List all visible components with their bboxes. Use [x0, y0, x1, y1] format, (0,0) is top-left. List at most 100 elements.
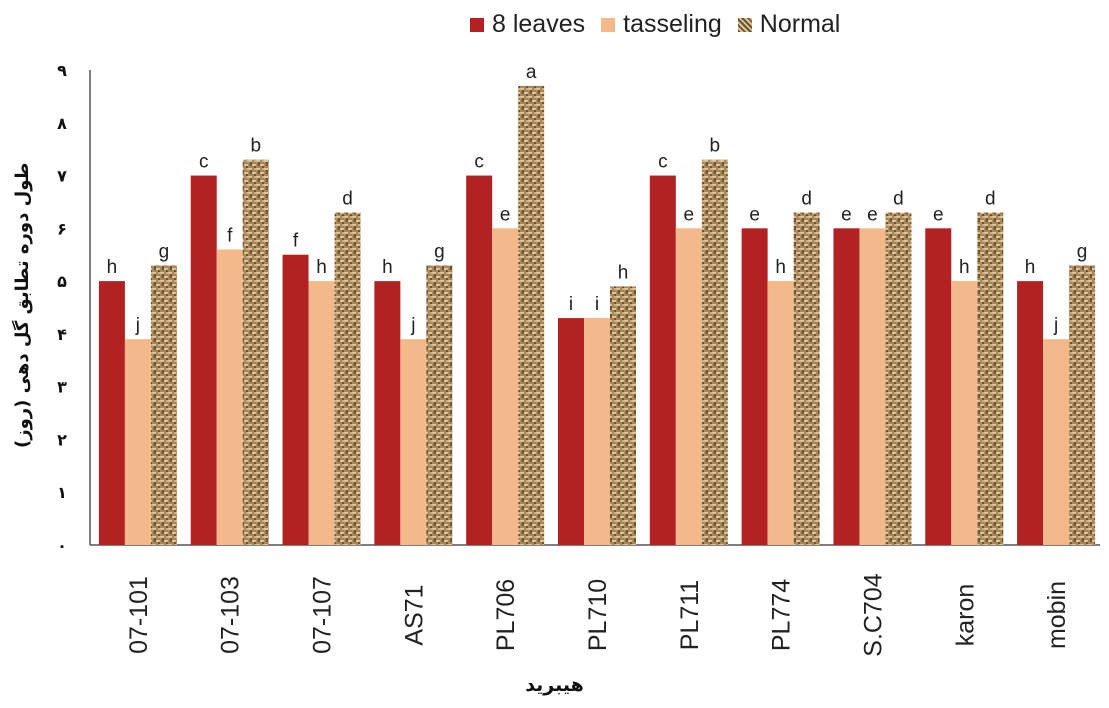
x-tick-label: 07-103: [217, 576, 245, 654]
bar-normal: [793, 212, 820, 545]
bar-data-label: f: [227, 225, 233, 246]
bar-8-leaves: [649, 175, 676, 546]
bar-8-leaves: [925, 228, 952, 546]
x-tick-label: karon: [951, 584, 979, 647]
bar-data-label: d: [985, 189, 996, 210]
bar-8-leaves: [1017, 281, 1044, 545]
bar-8-leaves: [190, 175, 217, 546]
y-tick-label: ۵: [57, 272, 67, 291]
bar-normal: [518, 85, 545, 545]
x-tick-label: PL774: [768, 579, 796, 651]
legend-swatch: [737, 17, 752, 32]
bar-data-label: e: [684, 204, 695, 225]
bar-normal: [150, 265, 177, 545]
bar-data-label: f: [293, 231, 299, 252]
bar-data-label: i: [569, 294, 573, 315]
legend-label: tasseling: [623, 10, 722, 38]
bar-normal: [701, 159, 728, 545]
y-axis-label: طول دوره تطابق گل دهی (روز): [12, 162, 33, 448]
bar-data-label: c: [474, 152, 484, 173]
y-tick-label: ۷: [57, 167, 67, 186]
bar-data-label: d: [342, 189, 353, 210]
bar-data-label: i: [595, 294, 599, 315]
bar-normal: [610, 286, 636, 545]
y-tick-label: ۳: [57, 378, 67, 397]
y-tick-label: ۰: [57, 536, 67, 555]
bar-8-leaves: [282, 254, 309, 545]
bar-data-label: h: [316, 257, 327, 278]
bar-data-label: d: [893, 189, 904, 210]
legend-swatch: [601, 17, 616, 32]
bar-data-label: h: [382, 257, 393, 278]
y-tick-label: ۶: [57, 219, 67, 238]
bar-data-label: h: [618, 262, 629, 283]
bar-data-label: e: [749, 204, 760, 225]
bar-normal: [426, 265, 453, 545]
bar-data-label: g: [159, 241, 170, 262]
legend-item: tasseling: [601, 10, 722, 39]
bar-data-label: b: [710, 136, 721, 157]
bar-normal: [885, 212, 912, 545]
bar-8-leaves: [833, 228, 860, 546]
bar-data-label: h: [107, 257, 118, 278]
bar-normal: [977, 212, 1004, 545]
y-tick-label: ۲: [57, 430, 67, 449]
bar-data-label: h: [959, 257, 970, 278]
bar-tasseling: [124, 339, 151, 545]
x-tick-label: PL706: [492, 579, 520, 651]
x-axis-label: هیبرید: [525, 674, 584, 696]
bar-data-label: e: [867, 204, 878, 225]
bar-data-label: d: [801, 189, 812, 210]
bar-tasseling: [216, 249, 243, 545]
x-tick-label: PL711: [676, 580, 704, 650]
legend: 8 leaves tasseling Normal: [470, 10, 856, 39]
x-tick-label: 07-107: [309, 576, 337, 654]
bar-data-label: g: [434, 241, 445, 262]
legend-label: Normal: [759, 10, 841, 38]
bar-data-label: e: [500, 204, 511, 225]
bar-8-leaves: [374, 281, 401, 545]
bar-data-label: b: [250, 136, 261, 157]
x-tick-label: S.C704: [859, 573, 887, 656]
legend-item: Normal: [737, 10, 841, 39]
bar-tasseling: [951, 281, 978, 545]
legend-item: 8 leaves: [470, 10, 585, 39]
bar-tasseling: [859, 228, 886, 546]
ticks: ۰ ۱ ۲ ۳ ۴ ۵ ۶ ۷ ۸ ۹ 07-101 07-103 07-107 AS71 PL706 PL7…: [57, 61, 1071, 657]
legend-label: 8 leaves: [492, 10, 586, 38]
bar-tasseling: [400, 339, 427, 545]
bar-8-leaves: [558, 318, 584, 545]
x-tick-label: AS71: [400, 584, 428, 645]
bar-normal: [334, 212, 361, 545]
bar-tasseling: [492, 228, 519, 546]
bar-normal: [242, 159, 269, 545]
legend-swatch: [470, 17, 484, 32]
bar-data-label: j: [1053, 315, 1058, 336]
bar-tasseling: [308, 281, 335, 545]
bar-data-label: h: [1025, 257, 1036, 278]
x-tick-label: mobin: [1043, 581, 1071, 649]
bar-data-label: j: [410, 315, 415, 336]
x-tick-label: PL710: [584, 579, 612, 651]
bar-8-leaves: [741, 228, 768, 546]
y-tick-label: ۱: [57, 483, 67, 502]
bar-data-label: h: [775, 257, 786, 278]
bar-tasseling: [584, 318, 610, 545]
bar-data-label: c: [658, 152, 668, 173]
bar-tasseling: [675, 228, 702, 546]
bar-data-label: j: [135, 315, 140, 336]
y-tick-label: ۹: [57, 61, 67, 80]
bar-data-label: a: [526, 62, 537, 83]
bar-tasseling: [767, 281, 794, 545]
bar-data-label: g: [1077, 241, 1088, 262]
bar-data-label: e: [933, 204, 944, 225]
bar-8-leaves: [466, 175, 493, 546]
bar-normal: [1069, 265, 1096, 545]
x-tick-label: 07-101: [125, 576, 153, 654]
y-tick-label: ۸: [57, 114, 67, 133]
bar-data-label: e: [841, 204, 852, 225]
y-tick-label: ۴: [57, 325, 67, 344]
bar-8-leaves: [98, 281, 125, 545]
